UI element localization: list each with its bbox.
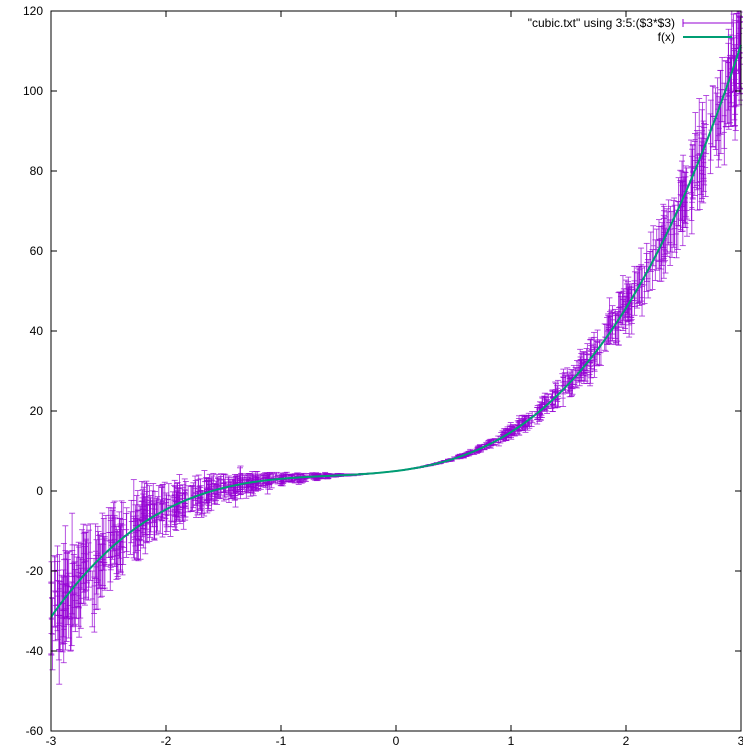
data-point-errorbar [113, 531, 120, 580]
x-tick-label: 1 [508, 734, 515, 745]
y-tick-label: -40 [26, 644, 44, 658]
data-point-errorbar [203, 478, 210, 501]
y-tick-label: 120 [23, 4, 43, 18]
data-point-errorbar [631, 280, 638, 316]
data-point-errorbar [196, 485, 203, 510]
data-point-errorbar [255, 478, 262, 492]
data-point-errorbar [117, 525, 124, 573]
fit-curve-line [50, 44, 742, 618]
data-point-errorbar [221, 482, 228, 502]
data-point-errorbar [688, 139, 695, 194]
data-point-errorbar [179, 493, 186, 522]
y-tick-label: 80 [30, 164, 44, 178]
data-point-errorbar [93, 554, 100, 611]
data-point-errorbar [111, 500, 118, 550]
x-tick-label: 2 [623, 734, 630, 745]
data-point-errorbar [218, 476, 225, 496]
plot-border [50, 10, 742, 732]
legend-label-data: "cubic.txt" using 3:5:($3*$3) [528, 16, 675, 30]
data-point-errorbar [270, 473, 277, 484]
data-point-errorbar [182, 492, 189, 521]
y-tick-label: 100 [23, 84, 43, 98]
y-tick-label: 20 [30, 404, 44, 418]
data-series-errorbars [48, 10, 743, 685]
data-point-errorbar [237, 478, 244, 494]
y-tick-label: 0 [36, 484, 43, 498]
data-point-errorbar [677, 169, 684, 220]
data-point-errorbar [606, 297, 613, 326]
y-tick-label: 40 [30, 324, 44, 338]
data-point-errorbar [163, 499, 170, 532]
x-tick-label: -1 [276, 734, 287, 745]
data-point-errorbar [660, 234, 667, 279]
legend-label-fit: f(x) [658, 30, 675, 44]
data-point-errorbar [214, 476, 221, 497]
data-point-errorbar [237, 467, 244, 483]
x-tick-label: -3 [46, 734, 57, 745]
data-point-errorbar [146, 504, 153, 542]
axis-ticks: -3 -2 -1 0 1 2 3 120 100 80 60 40 20 0 -20 -40 -60 [23, 4, 743, 745]
data-point-errorbar [655, 219, 662, 262]
data-point-errorbar [101, 536, 108, 589]
x-tick-label: 0 [393, 734, 400, 745]
y-tick-label: -60 [26, 724, 44, 738]
data-point-errorbar [653, 228, 660, 271]
data-point-errorbar [262, 476, 269, 488]
data-point-errorbar [683, 184, 690, 237]
data-point-errorbar [147, 497, 154, 535]
x-tick-label: 3 [738, 734, 743, 745]
data-point-errorbar [67, 585, 74, 651]
data-point-errorbar [725, 28, 732, 97]
data-point-errorbar [227, 481, 234, 499]
y-tick-label: 60 [30, 244, 44, 258]
data-point-errorbar [715, 103, 722, 168]
data-point-errorbar [619, 275, 626, 308]
data-point-errorbar [107, 532, 114, 583]
x-tick-label: -2 [161, 734, 172, 745]
data-point-errorbar [120, 519, 127, 565]
data-point-errorbar [696, 98, 703, 155]
data-point-errorbar [722, 60, 729, 128]
data-point-errorbar [635, 267, 642, 304]
data-point-errorbar [76, 576, 83, 638]
data-point-errorbar [54, 560, 61, 632]
data-point-errorbar [68, 581, 75, 647]
data-point-errorbar [177, 485, 184, 515]
data-point-errorbar [72, 569, 79, 633]
data-point-errorbar [114, 529, 121, 577]
data-point-errorbar [128, 499, 135, 544]
data-point-errorbar [580, 351, 587, 374]
data-point-errorbar [212, 483, 219, 505]
legend-sample-data [682, 19, 733, 27]
data-point-errorbar [52, 556, 59, 628]
data-point-errorbar [61, 559, 68, 627]
data-point-errorbar [167, 505, 174, 537]
legend: "cubic.txt" using 3:5:($3*$3) f(x) [528, 16, 733, 44]
data-point-errorbar [545, 393, 552, 409]
data-point-errorbar [157, 499, 164, 534]
data-point-errorbar [51, 555, 58, 627]
data-point-errorbar [138, 501, 145, 542]
data-point-errorbar [162, 502, 169, 535]
data-point-errorbar [74, 544, 81, 607]
y-tick-label: -20 [26, 564, 44, 578]
